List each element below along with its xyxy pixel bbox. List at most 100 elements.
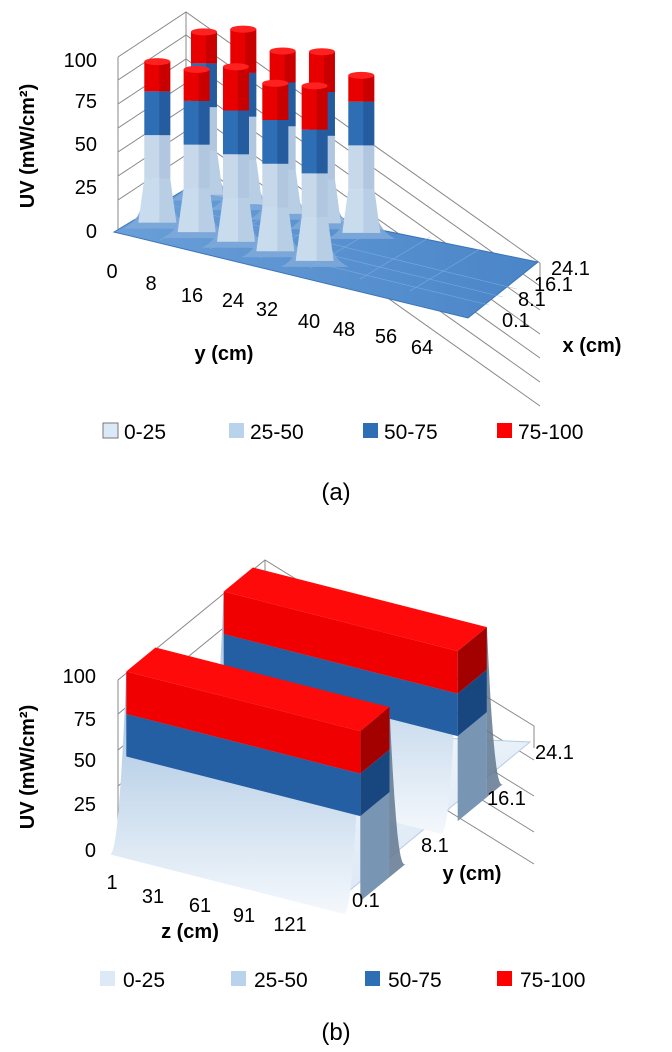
ridge-end-band bbox=[457, 669, 487, 737]
peak-cap bbox=[262, 79, 289, 87]
z-tick-label: 0 bbox=[86, 221, 97, 243]
peak-band-shade bbox=[277, 207, 295, 252]
legend-label: 0-25 bbox=[123, 969, 165, 992]
x-tick-label: 61 bbox=[189, 895, 211, 917]
ridge-right-flank bbox=[389, 707, 406, 878]
chart-b: 0 25 50 75 100 UV (mW/cm²) 1 31 61 91 12… bbox=[17, 559, 585, 1046]
z-tick-label: 50 bbox=[74, 750, 96, 772]
legend-swatch bbox=[229, 423, 244, 438]
peak-band-shade bbox=[198, 100, 210, 145]
ridge-wall-band bbox=[223, 634, 458, 737]
peak-band-shade bbox=[323, 179, 341, 224]
peak-band-shade bbox=[159, 178, 177, 223]
legend-label: 75-100 bbox=[518, 421, 583, 444]
peak-band-shade bbox=[237, 110, 249, 155]
peak-band-shade bbox=[205, 150, 223, 195]
peak-band-shade bbox=[159, 91, 171, 136]
peak-cap bbox=[308, 48, 335, 56]
peak-band-shade bbox=[284, 169, 302, 214]
peak-band-shade bbox=[363, 145, 375, 190]
peak-cap bbox=[222, 63, 249, 71]
chart-a-x-axis-label: x (cm) bbox=[563, 335, 622, 357]
y-tick-label: 64 bbox=[411, 337, 433, 359]
chart-a-caption: (a) bbox=[321, 479, 350, 506]
peak-band-shade bbox=[277, 163, 289, 208]
ridge-wall-band bbox=[223, 591, 458, 694]
chart-a-peaks bbox=[123, 25, 396, 267]
z-tick-label: 100 bbox=[63, 666, 96, 688]
peak-band-shade bbox=[363, 75, 375, 102]
z-tick-label: 75 bbox=[74, 709, 96, 731]
chart-a-y-axis-label: y (cm) bbox=[195, 343, 254, 365]
legend-swatch bbox=[100, 971, 115, 986]
y-tick-label: 48 bbox=[333, 319, 355, 341]
peak-band-shade bbox=[284, 50, 296, 83]
peak-band-shade bbox=[316, 173, 328, 218]
chart-a-x-ticks: 0.1 8.1 16.1 24.1 bbox=[502, 258, 590, 332]
y-tick-label: 32 bbox=[256, 299, 278, 321]
chart-b-caption: (b) bbox=[321, 1019, 350, 1046]
peak-band-shade bbox=[277, 83, 289, 121]
x-tick-label: 91 bbox=[233, 905, 255, 927]
ridge-end-band bbox=[457, 627, 487, 694]
ridge-end-band bbox=[360, 749, 390, 817]
peak-band-shade bbox=[245, 160, 263, 205]
legend-label: 50-75 bbox=[388, 969, 442, 992]
y-tick-label: 16.1 bbox=[487, 788, 526, 810]
ridge-end-band bbox=[360, 792, 390, 902]
peak-band-shade bbox=[198, 144, 210, 189]
peak-band-shade bbox=[316, 129, 328, 174]
legend-swatch bbox=[497, 423, 512, 438]
chart-b-legend: 0-25 25-50 50-75 75-100 bbox=[100, 969, 585, 992]
legend-label: 25-50 bbox=[250, 421, 304, 444]
ridge-end-band bbox=[360, 707, 390, 774]
peak-band-shade bbox=[316, 217, 334, 261]
chart-b-y-ticks: 0.1 8.1 16.1 24.1 bbox=[352, 742, 574, 912]
legend-swatch bbox=[102, 422, 119, 439]
peak-cap bbox=[190, 28, 217, 36]
y-tick-label: 0 bbox=[106, 261, 117, 283]
chart-b-x-axis-label: z (cm) bbox=[161, 921, 219, 943]
z-tick-label: 50 bbox=[75, 134, 97, 156]
peak-band-shade bbox=[159, 135, 171, 179]
y-tick-label: 16 bbox=[181, 285, 203, 307]
ridge-right-flank bbox=[486, 627, 503, 798]
chart-b-ridges bbox=[110, 567, 503, 915]
peak-band-shade bbox=[237, 66, 249, 111]
legend-swatch bbox=[363, 423, 378, 438]
legend-swatch bbox=[497, 971, 512, 986]
peak-band-shade bbox=[363, 101, 375, 146]
peak-band-shade bbox=[237, 154, 249, 198]
x-tick-label: 121 bbox=[273, 914, 306, 936]
legend-label: 75-100 bbox=[520, 969, 585, 992]
ridge-end-band bbox=[457, 712, 487, 822]
x-tick-label: 1 bbox=[106, 872, 117, 894]
x-tick-label: 0.1 bbox=[502, 310, 530, 332]
y-tick-label: 8 bbox=[145, 273, 156, 295]
legend-label: 0-25 bbox=[124, 421, 166, 444]
x-tick-label: 16.1 bbox=[534, 274, 573, 296]
chart-a-y-ticks: 0 8 16 24 32 40 48 56 64 bbox=[106, 261, 433, 359]
x-tick-label: 24.1 bbox=[551, 258, 590, 280]
peak-band-shade bbox=[277, 120, 289, 164]
ridge-top bbox=[126, 647, 390, 732]
peak-band-shade bbox=[237, 197, 255, 242]
y-tick-label: 24.1 bbox=[535, 742, 574, 764]
legend-label: 25-50 bbox=[254, 969, 308, 992]
y-tick-label: 40 bbox=[298, 311, 320, 333]
peak-band-shade bbox=[363, 189, 381, 233]
y-tick-label: 56 bbox=[375, 326, 397, 348]
peak-band-shade bbox=[245, 29, 257, 73]
legend-label: 50-75 bbox=[384, 421, 438, 444]
peak-cap bbox=[301, 82, 328, 90]
y-tick-label: 24 bbox=[222, 290, 244, 312]
x-tick-label: 31 bbox=[142, 886, 164, 908]
peak-cap bbox=[269, 47, 296, 55]
z-tick-label: 0 bbox=[85, 840, 96, 862]
chart-b-z-axis-label: UV (mW/cm²) bbox=[17, 705, 39, 829]
chart-b-x-ticks: 1 31 61 91 121 bbox=[106, 872, 306, 936]
peak-band-shade bbox=[205, 31, 217, 64]
y-tick-label: 0.1 bbox=[352, 890, 380, 912]
peak-band-shade bbox=[323, 51, 335, 93]
